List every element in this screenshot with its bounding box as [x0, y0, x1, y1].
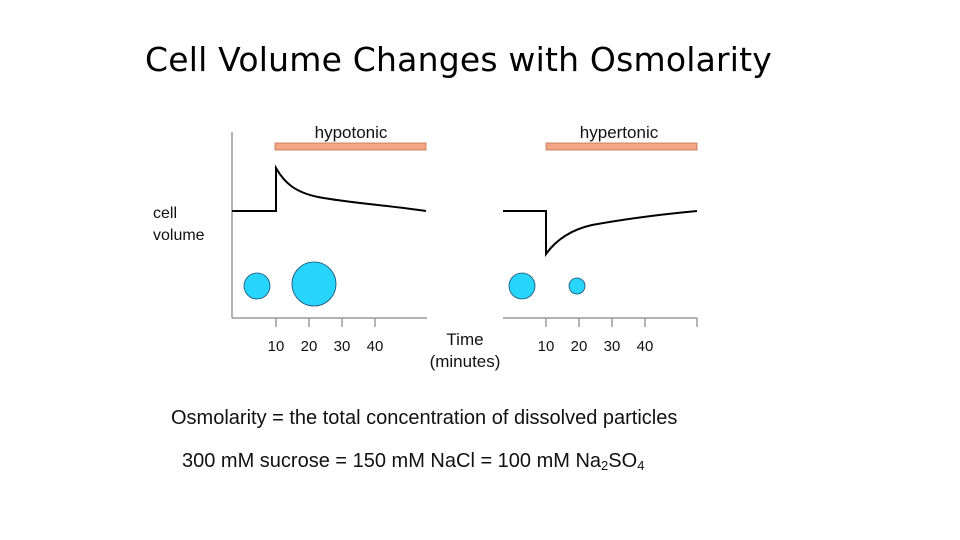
osmolarity-equivalence: 300 mM sucrose = 150 mM NaCl = 100 mM Na… [182, 450, 644, 473]
right-tick-label: 20 [571, 338, 588, 355]
shrunken-cell [568, 277, 586, 295]
equivalence-so: SO [608, 450, 638, 472]
osmolarity-definition: Osmolarity = the total concentration of … [171, 407, 678, 429]
left-tick-label: 30 [334, 338, 351, 355]
normal-cell [508, 272, 536, 300]
left-tick-label: 40 [367, 338, 384, 355]
normal-cell [243, 272, 271, 300]
hypotonic-volume-curve [232, 164, 427, 212]
left-tick-label: 10 [268, 338, 285, 355]
swollen-cell [291, 261, 337, 307]
right-tick-label: 10 [538, 338, 555, 355]
hypertonic-volume-curve [503, 210, 698, 258]
slide-title: Cell Volume Changes with Osmolarity [145, 40, 773, 79]
hypotonic-label: hypotonic [315, 123, 388, 142]
right-tick-label: 40 [637, 338, 654, 355]
y-axis-label-line1: cell [153, 205, 177, 222]
subscript-4: 4 [637, 458, 645, 473]
x-axis-label-line2: (minutes) [430, 352, 501, 371]
hypertonic-label: hypertonic [580, 123, 659, 142]
left-tick-label: 20 [301, 338, 318, 355]
right-tick-label: 30 [604, 338, 621, 355]
x-axis-label-line1: Time [446, 330, 483, 349]
y-axis-label-line2: volume [153, 227, 205, 244]
subscript-2: 2 [601, 458, 609, 473]
hypertonic-bar [545, 142, 698, 151]
hypotonic-bar [274, 142, 427, 151]
equivalence-text: 300 mM sucrose = 150 mM NaCl = 100 mM Na [182, 450, 602, 472]
